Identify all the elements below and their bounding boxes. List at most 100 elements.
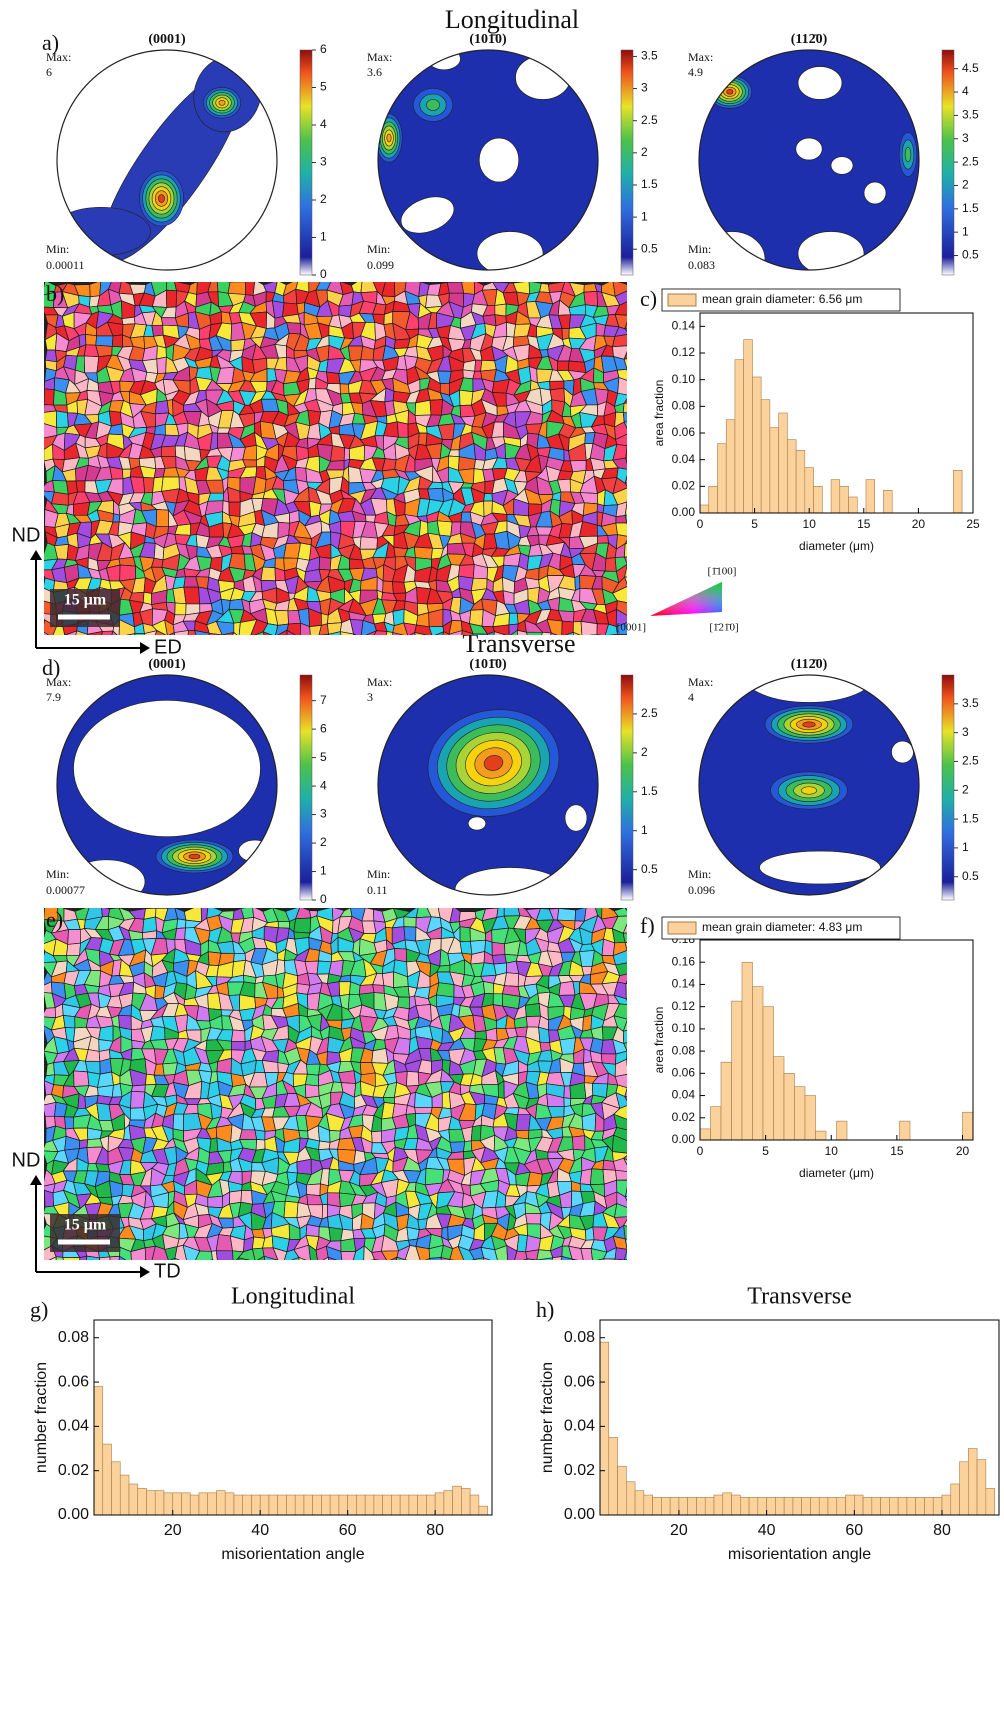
contour-level <box>803 722 816 727</box>
grain <box>629 1115 636 1131</box>
bar <box>383 1495 392 1515</box>
y-tick-label: 0.04 <box>672 1088 696 1102</box>
grain <box>231 339 245 351</box>
bar <box>479 1506 488 1515</box>
colorbar-tick-label: 3 <box>320 155 327 169</box>
grain <box>373 985 385 994</box>
grain <box>383 646 394 656</box>
grain <box>96 336 113 347</box>
bar <box>365 1495 374 1515</box>
x-tick-label: 25 <box>966 517 980 531</box>
contour-region <box>468 817 486 830</box>
colorbar <box>942 675 954 900</box>
grain <box>239 637 255 647</box>
colorbar-tick-label: 1.5 <box>962 201 979 215</box>
grain <box>537 1258 553 1274</box>
grain <box>65 1117 74 1129</box>
grain <box>278 921 289 928</box>
grain <box>630 334 642 350</box>
grain <box>404 927 416 941</box>
contour-level <box>905 147 911 162</box>
bar <box>321 1495 330 1515</box>
grain <box>338 1071 355 1084</box>
bar <box>723 1493 732 1515</box>
grain <box>627 433 639 446</box>
grain <box>210 1260 223 1273</box>
grain <box>299 1130 308 1138</box>
bar <box>461 1488 470 1515</box>
grain <box>351 1261 365 1272</box>
min-value: 0.083 <box>688 258 715 272</box>
y-tick-label: 0.04 <box>58 1418 89 1435</box>
x-tick-label: 80 <box>426 1522 444 1539</box>
grain <box>623 413 636 422</box>
grain <box>559 981 575 995</box>
grain <box>484 494 493 502</box>
grain <box>628 599 642 615</box>
grain <box>627 950 641 962</box>
grain <box>294 636 311 646</box>
max-label: Max: <box>688 50 713 64</box>
bar <box>426 1495 435 1515</box>
grain <box>405 1260 421 1274</box>
min-value: 0.11 <box>367 883 388 897</box>
y-tick-label: 0.02 <box>564 1462 595 1479</box>
grain <box>460 390 473 405</box>
bar <box>828 1497 837 1515</box>
contour-level <box>158 195 164 203</box>
grain <box>414 547 432 559</box>
grain <box>590 1169 604 1185</box>
grain <box>109 411 122 426</box>
bar <box>155 1491 164 1515</box>
panel-label: h) <box>536 1297 554 1322</box>
grain <box>98 1072 114 1087</box>
grain <box>255 1130 265 1140</box>
colorbar-tick-label: 6 <box>320 721 327 735</box>
grain <box>375 1260 388 1270</box>
arrow-head <box>140 1266 150 1278</box>
grain <box>56 411 68 427</box>
axis-label: ED <box>154 636 182 658</box>
grain <box>239 995 255 1011</box>
x-tick-label: 10 <box>825 1144 839 1158</box>
grain <box>460 927 470 942</box>
grain <box>582 635 597 648</box>
bar <box>732 1495 741 1515</box>
scale-bar-label: 15 μm <box>64 592 107 609</box>
bar <box>711 1107 722 1140</box>
y-tick-label: 0.02 <box>672 479 696 493</box>
pole-figure <box>57 675 277 904</box>
grain <box>625 501 636 516</box>
x-axis-label: misorientation angle <box>728 1546 871 1563</box>
contour-level <box>219 100 225 105</box>
colorbar-tick-label: 1 <box>320 230 327 244</box>
grain <box>581 621 597 636</box>
grain <box>582 1113 596 1131</box>
grain <box>372 1048 388 1063</box>
min-value: 0.00077 <box>46 883 85 897</box>
bar <box>173 1493 182 1515</box>
grain <box>326 372 340 384</box>
colorbar-tick-label: 0 <box>320 892 327 906</box>
grain <box>628 1005 641 1020</box>
grain <box>305 1085 319 1098</box>
bar <box>784 1497 793 1515</box>
grain <box>177 919 186 929</box>
grain <box>430 400 443 416</box>
grain <box>392 642 404 656</box>
pole-figure-title: (0001) <box>148 32 186 47</box>
pole-figure <box>378 675 598 912</box>
grain <box>504 905 520 917</box>
bar <box>749 1497 758 1515</box>
grain <box>629 1172 638 1183</box>
grain <box>306 1224 319 1236</box>
grain <box>261 644 277 659</box>
grain <box>85 1256 100 1273</box>
grain <box>319 557 331 570</box>
min-label: Min: <box>46 242 69 256</box>
grain <box>297 1159 311 1174</box>
pole-figure <box>699 50 919 287</box>
grain <box>503 591 514 605</box>
grain <box>539 1027 550 1042</box>
bar <box>435 1493 444 1515</box>
